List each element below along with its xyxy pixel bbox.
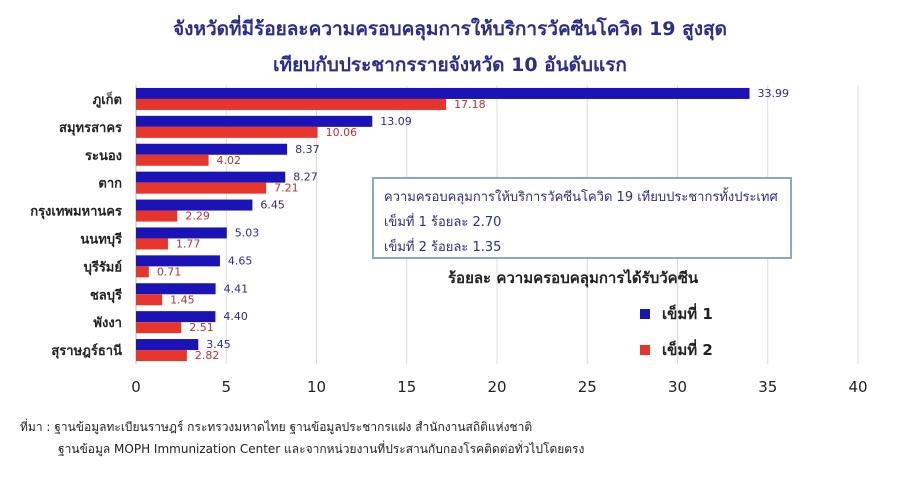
data-label-dose2: 0.71 xyxy=(157,265,182,278)
category-label: นนทบุรี xyxy=(80,231,122,247)
bar-dose1 xyxy=(136,171,286,183)
bar-dose2 xyxy=(136,98,447,110)
note-dose1: เข็มที่ 1 ร้อยละ 2.70 xyxy=(384,215,502,230)
bar-dose2 xyxy=(136,238,168,250)
data-label-dose1: 13.09 xyxy=(380,115,412,128)
bar-dose2 xyxy=(136,322,182,334)
bar-dose1 xyxy=(136,311,216,323)
data-label-dose1: 4.65 xyxy=(228,254,253,267)
data-label-dose2: 10.06 xyxy=(326,126,358,139)
category-label: พังงา xyxy=(93,316,122,331)
source-line2: ฐานข้อมูล MOPH Immunization Center และจา… xyxy=(58,442,585,456)
legend-item-dose2: เข็มที่ 2 xyxy=(640,338,713,362)
bar-dose2 xyxy=(136,154,209,166)
source-line1: ที่มา : ฐานข้อมูลทะเบียนราษฎร์ กระทรวงมห… xyxy=(20,420,533,434)
category-label: กรุงเทพมหานคร xyxy=(30,205,122,220)
bar-dose1 xyxy=(136,339,199,351)
legend-label-dose2: เข็มที่ 2 xyxy=(662,341,713,359)
category-label: บุรีรัมย์ xyxy=(84,259,122,275)
category-label: ชลบุรี xyxy=(90,287,122,303)
data-label-dose2: 17.18 xyxy=(454,98,486,111)
x-tick-label: 20 xyxy=(487,378,506,396)
data-label-dose1: 3.45 xyxy=(206,338,231,351)
chart-title-line2: เทียบกับประชากรรายจังหวัด 10 อันดับแรก xyxy=(273,54,627,76)
x-tick-label: 5 xyxy=(221,378,231,396)
data-label-dose1: 6.45 xyxy=(260,199,285,212)
category-label: ระนอง xyxy=(85,149,122,164)
data-label-dose2: 2.82 xyxy=(195,349,220,362)
legend-label-dose1: เข็มที่ 1 xyxy=(662,305,713,323)
data-label-dose2: 4.02 xyxy=(217,154,242,167)
data-label-dose1: 4.40 xyxy=(223,310,248,323)
bar-dose2 xyxy=(136,294,163,306)
data-label-dose1: 8.37 xyxy=(295,143,320,156)
x-tick-label: 25 xyxy=(578,378,597,396)
x-tick-label: 40 xyxy=(848,378,867,396)
bar-dose2 xyxy=(136,182,267,194)
x-tick-label: 30 xyxy=(668,378,687,396)
bar-dose2 xyxy=(136,210,178,222)
national-coverage-note: ความครอบคลุมการให้บริการวัคซีนโควิด 19 เ… xyxy=(372,177,792,259)
chart-title-line1: จังหวัดที่มีร้อยละความครอบคลุมการให้บริก… xyxy=(173,18,727,40)
x-tick-label: 35 xyxy=(758,378,777,396)
bar-dose2 xyxy=(136,350,187,362)
data-label-dose2: 7.21 xyxy=(274,182,299,195)
x-tick-label: 15 xyxy=(397,378,416,396)
bar-dose1 xyxy=(136,255,220,267)
legend-item-dose1: เข็มที่ 1 xyxy=(640,302,713,326)
bar-dose2 xyxy=(136,126,318,138)
data-label-dose1: 5.03 xyxy=(235,226,260,239)
legend-title: ร้อยละ ความครอบคลุมการได้รับวัคซีน xyxy=(448,269,699,287)
x-tick-label: 10 xyxy=(307,378,326,396)
bar-dose1 xyxy=(136,87,750,99)
bar-dose1 xyxy=(136,227,227,239)
bar-dose1 xyxy=(136,283,216,295)
legend-swatch-dose2 xyxy=(640,345,650,355)
category-label: สุราษฎร์ธานี xyxy=(51,343,122,359)
data-label-dose1: 8.27 xyxy=(293,171,318,184)
data-label-dose1: 33.99 xyxy=(758,87,790,100)
bar-dose1 xyxy=(136,143,288,155)
legend-swatch-dose1 xyxy=(640,309,650,319)
data-label-dose2: 1.77 xyxy=(176,237,201,250)
note-title: ความครอบคลุมการให้บริการวัคซีนโควิด 19 เ… xyxy=(384,190,778,205)
note-dose2: เข็มที่ 2 ร้อยละ 1.35 xyxy=(384,240,502,255)
category-label: สมุทรสาคร xyxy=(59,121,122,136)
bar-dose2 xyxy=(136,266,149,278)
x-tick-label: 0 xyxy=(131,378,141,396)
data-label-dose2: 2.51 xyxy=(189,321,214,334)
bar-dose1 xyxy=(136,199,253,211)
data-label-dose2: 1.45 xyxy=(170,293,195,306)
category-label: ภูเก็ต xyxy=(93,90,122,108)
data-label-dose2: 2.29 xyxy=(185,210,210,223)
category-label: ตาก xyxy=(98,177,122,192)
data-label-dose1: 4.41 xyxy=(224,282,249,295)
bar-dose1 xyxy=(136,115,373,127)
